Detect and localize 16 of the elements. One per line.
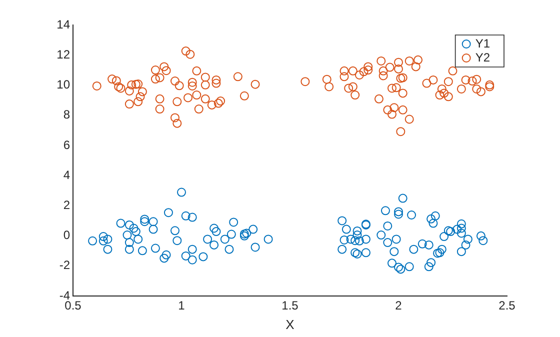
x-tick-label: 1: [178, 298, 186, 313]
x-tick-label: 2.5: [498, 298, 516, 313]
legend-label: Y2: [475, 50, 490, 64]
y-tick-label: 8: [63, 108, 70, 122]
x-tick-label: 2: [395, 298, 402, 313]
y-tick-label: 14: [56, 17, 70, 32]
legend-label: Y1: [475, 36, 490, 50]
y-tick-label: 0: [63, 228, 70, 242]
y-tick-label: -2: [59, 258, 70, 272]
y-tick-label: 10: [56, 78, 70, 92]
y-tick-label: 12: [56, 47, 70, 62]
y-tick-label: 2: [63, 198, 70, 212]
x-axis-title: X: [286, 316, 295, 332]
y-tick-label: 4: [63, 168, 70, 182]
y-tick-label: 6: [63, 138, 70, 152]
x-tick-label: 1.5: [282, 298, 299, 313]
